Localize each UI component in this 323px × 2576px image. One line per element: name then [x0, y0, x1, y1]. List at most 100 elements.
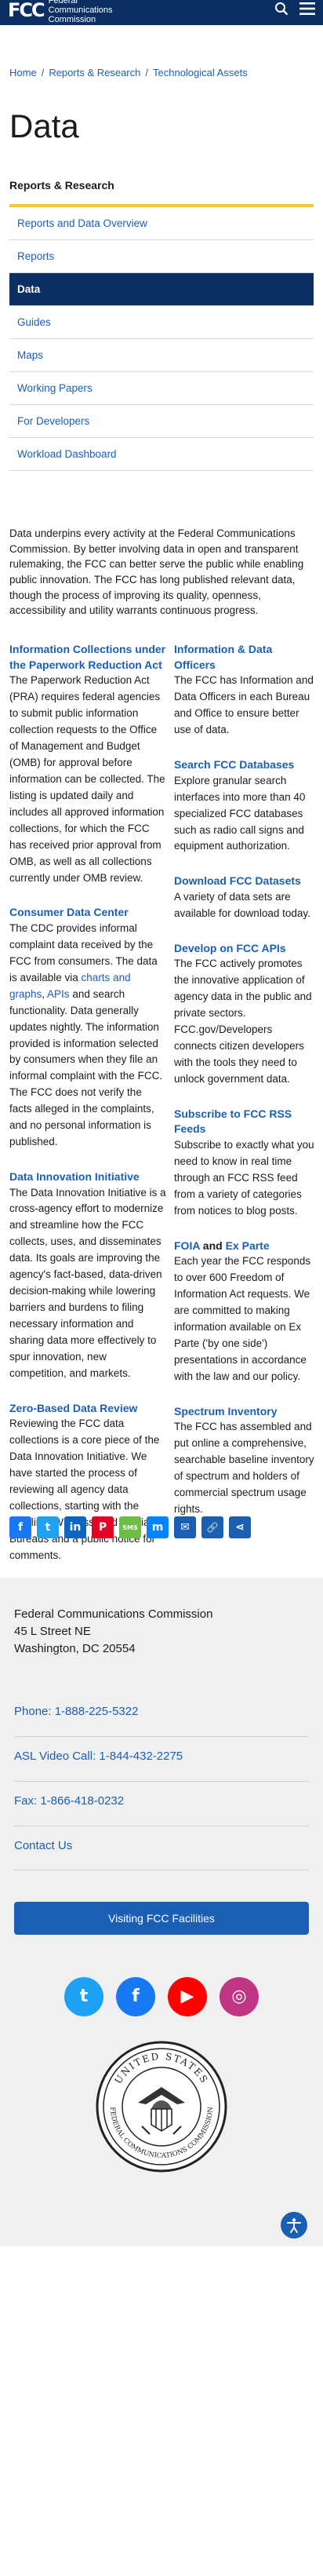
- site-header: FCC Federal Communications Commission: [0, 0, 323, 25]
- section-nav-list: Reports and Data Overview Reports Data G…: [9, 207, 314, 472]
- download-datasets-item: Download FCC Datasets A variety of data …: [174, 874, 315, 921]
- data-innovation-item: Data Innovation Initiative The Data Inno…: [9, 1169, 166, 1382]
- breadcrumb-home[interactable]: Home: [9, 67, 37, 78]
- zero-based-review-item: Zero-Based Data Review Reviewing the FCC…: [9, 1401, 166, 1564]
- section-nav-title: Reports & Research: [9, 177, 314, 208]
- search-databases-text: Explore granular search interfaces into …: [174, 774, 306, 852]
- search-databases-item: Search FCC Databases Explore granular se…: [174, 757, 315, 855]
- ex-parte-link[interactable]: Ex Parte: [225, 1239, 270, 1252]
- twitter-icon[interactable]: t: [37, 1516, 59, 1539]
- develop-apis-text: The FCC actively promotes the innovative…: [174, 958, 312, 1085]
- info-collections-text: The Paperwork Reduction Act (PRA) requir…: [9, 674, 165, 884]
- footer-contact-us-link[interactable]: Contact Us: [14, 1826, 309, 1871]
- content-grid: Information Collections under the Paperw…: [0, 642, 323, 1560]
- data-innovation-link[interactable]: Data Innovation Initiative: [9, 1169, 140, 1183]
- nav-item-working-papers[interactable]: Working Papers: [9, 372, 314, 406]
- accessibility-icon[interactable]: [281, 2212, 307, 2239]
- footer-fax-link[interactable]: Fax: 1-866-418-0232: [14, 1782, 309, 1826]
- consumer-data-center-link[interactable]: Consumer Data Center: [9, 906, 129, 919]
- search-icon[interactable]: [274, 2, 289, 19]
- copy-link-icon[interactable]: 🔗: [201, 1516, 223, 1539]
- develop-apis-link[interactable]: Develop on FCC APIs: [174, 941, 286, 954]
- facebook-icon[interactable]: f: [9, 1516, 31, 1539]
- info-data-officers-item: Information & Data Officers The FCC has …: [174, 642, 315, 739]
- section-nav: Reports & Research Reports and Data Over…: [0, 177, 323, 472]
- footer-city: Washington, DC 20554: [14, 1641, 136, 1655]
- consumer-data-center-text: The CDC provides informal complaint data…: [9, 921, 166, 1151]
- brand-line-2: Communications: [48, 5, 113, 15]
- email-icon[interactable]: ✉: [174, 1516, 196, 1539]
- fcc-seal: UNITED STATES FEDERAL COMMUNICATIONS COM…: [14, 2016, 309, 2173]
- breadcrumb-technological-assets[interactable]: Technological Assets: [153, 67, 248, 78]
- apis-link[interactable]: APIs: [47, 987, 70, 1000]
- foia-ex-parte-item: FOIA and Ex Parte Each year the FCC resp…: [174, 1239, 315, 1385]
- zero-based-review-link[interactable]: Zero-Based Data Review: [9, 1401, 138, 1414]
- info-data-officers-link[interactable]: Information & Data Officers: [174, 643, 273, 671]
- foia-and-text: and: [199, 1239, 226, 1252]
- breadcrumb-separator: /: [41, 67, 45, 78]
- messenger-icon[interactable]: m: [147, 1516, 169, 1539]
- spectrum-inventory-item: Spectrum Inventory The FCC has assembled…: [174, 1404, 315, 1518]
- rss-feeds-item: Subscribe to FCC RSS Feeds Subscribe to …: [174, 1107, 315, 1220]
- breadcrumb: Home / Reports & Research / Technological As…: [0, 25, 323, 110]
- cdc-text-1: The CDC provides informal complaint data…: [9, 922, 158, 983]
- nav-item-reports-and-data-overview[interactable]: Reports and Data Overview: [9, 207, 314, 241]
- info-collections-link[interactable]: Information Collections under the Paperw…: [9, 643, 166, 671]
- cdc-text-2: ,: [42, 987, 48, 1000]
- share-bar: f t in P SMS m ✉ 🔗 ⋖: [0, 1502, 323, 1578]
- download-datasets-link[interactable]: Download FCC Datasets: [174, 874, 301, 888]
- info-collections-item: Information Collections under the Paperw…: [9, 642, 166, 886]
- footer-address: Federal Communications Commission 45 L S…: [14, 1606, 309, 1692]
- page-title: Data: [9, 108, 79, 144]
- breadcrumb-reports-research[interactable]: Reports & Research: [49, 67, 141, 78]
- left-column: Information Collections under the Paperw…: [9, 642, 166, 1560]
- nav-item-guides[interactable]: Guides: [9, 306, 314, 340]
- sms-icon[interactable]: SMS: [119, 1516, 141, 1539]
- search-databases-link[interactable]: Search FCC Databases: [174, 758, 295, 772]
- nav-item-maps[interactable]: Maps: [9, 339, 314, 373]
- consumer-data-center-item: Consumer Data Center The CDC provides in…: [9, 905, 166, 1151]
- download-datasets-text: A variety of data sets are available for…: [174, 890, 310, 919]
- facebook-icon[interactable]: f: [116, 1977, 155, 2017]
- cdc-text-3: and search functionality. Data generally…: [9, 987, 163, 1148]
- footer-street: 45 L Street NE: [14, 1625, 91, 1639]
- header-actions: [274, 2, 315, 19]
- social-links: t f ▶ ◎: [14, 1935, 309, 2017]
- nav-item-reports[interactable]: Reports: [9, 240, 314, 274]
- fcc-brand-link[interactable]: FCC Federal Communications Commission: [8, 0, 113, 24]
- fcc-seal-icon: UNITED STATES FEDERAL COMMUNICATIONS COM…: [96, 2041, 227, 2173]
- charts-and-graphs-link[interactable]: charts and graphs: [9, 971, 131, 1000]
- site-footer: Federal Communications Commission 45 L S…: [0, 1578, 323, 2247]
- pinterest-icon[interactable]: P: [92, 1516, 114, 1539]
- brand-line-1: Federal: [48, 0, 78, 5]
- share-icon[interactable]: ⋖: [229, 1516, 251, 1539]
- intro-paragraph: Data underpins every activity at the Fed…: [9, 527, 304, 617]
- info-data-officers-text: The FCC has Information and Data Officer…: [174, 674, 314, 736]
- twitter-icon[interactable]: t: [64, 1977, 103, 2017]
- zero-based-review-text: Reviewing the FCC data collections is a …: [9, 1418, 160, 1561]
- visiting-fcc-facilities-button[interactable]: Visiting FCC Facilities: [14, 1902, 309, 1936]
- spectrum-inventory-text: The FCC has assembled and put online a c…: [174, 1421, 314, 1515]
- data-innovation-text: The Data Innovation Initiative is a cros…: [9, 1186, 166, 1379]
- foia-link[interactable]: FOIA: [174, 1239, 200, 1252]
- nav-item-for-developers[interactable]: For Developers: [9, 405, 314, 439]
- footer-org-name: Federal Communications Commission: [14, 1607, 213, 1622]
- right-column: Information & Data Officers The FCC has …: [174, 642, 315, 1514]
- rss-feeds-text: Subscribe to exactly what you need to kn…: [174, 1138, 314, 1217]
- footer-asl-link[interactable]: ASL Video Call: 1-844-432-2275: [14, 1737, 309, 1782]
- fcc-logo: FCC: [8, 0, 45, 21]
- spectrum-inventory-link[interactable]: Spectrum Inventory: [174, 1404, 278, 1418]
- develop-apis-item: Develop on FCC APIs The FCC actively pro…: [174, 941, 315, 1088]
- rss-feeds-link[interactable]: Subscribe to FCC RSS Feeds: [174, 1107, 292, 1136]
- footer-phone-link[interactable]: Phone: 1-888-225-5322: [14, 1692, 309, 1738]
- instagram-icon[interactable]: ◎: [220, 1977, 259, 2017]
- foia-ex-parte-text: Each year the FCC responds to over 600 F…: [174, 1255, 311, 1382]
- brand-text: Federal Communications Commission: [49, 0, 113, 24]
- breadcrumb-separator: /: [145, 67, 148, 78]
- linkedin-icon[interactable]: in: [64, 1516, 86, 1539]
- nav-item-data[interactable]: Data: [9, 273, 314, 307]
- nav-item-workload-dashboard[interactable]: Workload Dashboard: [9, 438, 314, 472]
- youtube-icon[interactable]: ▶: [168, 1977, 207, 2017]
- brand-line-3: Commission: [48, 15, 96, 24]
- hamburger-menu-icon[interactable]: [299, 2, 315, 19]
